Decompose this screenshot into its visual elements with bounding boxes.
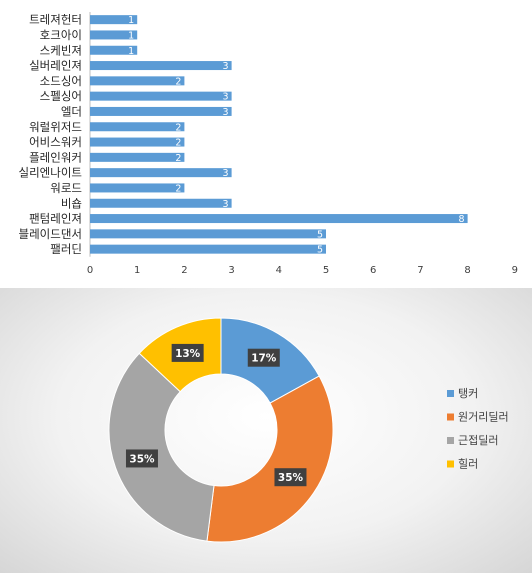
legend-swatch	[447, 437, 454, 444]
bar-value-label: 3	[223, 107, 229, 118]
legend-swatch	[447, 460, 454, 468]
bar	[90, 183, 185, 193]
x-tick-label: 1	[134, 265, 140, 276]
bar-value-label: 2	[175, 138, 181, 149]
slice-label-box	[171, 343, 204, 362]
legend-label: 근접딜러	[458, 434, 498, 447]
x-tick-label: 3	[228, 265, 234, 276]
category-label: 팰러딘	[50, 242, 82, 256]
bar-value-label: 8	[459, 214, 465, 225]
bar	[90, 61, 232, 71]
category-label: 워로드	[50, 181, 82, 195]
x-tick-label: 8	[464, 265, 470, 276]
slice-value-label: 35%	[129, 453, 155, 465]
bar-value-label: 2	[175, 76, 181, 87]
slice-label-box	[274, 468, 307, 487]
x-tick-label: 5	[323, 265, 329, 276]
bar	[90, 15, 138, 25]
bar	[90, 214, 468, 224]
bar-value-label: 5	[317, 229, 323, 240]
slice-value-label: 13%	[175, 348, 201, 360]
bar-value-label: 3	[223, 168, 229, 179]
bar	[90, 244, 326, 254]
bar-value-label: 2	[175, 122, 181, 133]
legend-swatch	[447, 390, 454, 397]
category-label: 비숍	[61, 196, 82, 210]
bar	[90, 30, 138, 40]
bar	[90, 91, 232, 101]
x-tick-label: 4	[276, 265, 282, 276]
bar-value-label: 1	[128, 46, 134, 57]
bar-value-label: 3	[223, 199, 229, 210]
category-label: 워럴위저드	[29, 120, 82, 134]
category-label: 스케빈져	[40, 43, 82, 57]
category-label: 플레인워커	[29, 150, 82, 164]
bar-chart-panel: 트레져헌터 1 호크아이 1 스케빈져 1 실버레인져 3 소드싱어 2 스펠싱어 3 엘더 3 워럴위저드…	[18, 12, 518, 276]
category-label: 팬텀레인져	[29, 212, 82, 226]
bar-value-label: 1	[128, 30, 134, 41]
x-tick-label: 6	[370, 265, 376, 276]
donut-slice	[206, 375, 334, 543]
category-label: 스펠싱어	[40, 89, 82, 103]
category-label: 엘더	[61, 104, 82, 118]
x-tick-label: 0	[87, 265, 93, 276]
category-label: 소드싱어	[40, 74, 82, 88]
slice-label-box	[125, 449, 158, 468]
category-label: 실버레인져	[29, 59, 82, 73]
bar	[90, 106, 232, 116]
legend-label: 힐러	[458, 458, 478, 471]
category-label: 트레져헌터	[29, 13, 82, 27]
legend-swatch	[447, 413, 454, 421]
bar	[90, 198, 232, 208]
category-label: 어비스워커	[29, 135, 82, 149]
bar-value-label: 3	[223, 92, 229, 103]
donut-slice	[108, 352, 215, 542]
bar	[90, 122, 185, 132]
slice-value-label: 35%	[278, 472, 304, 484]
bar-chart: 트레져헌터 1 호크아이 1 스케빈져 1 실버레인져 3 소드싱어 2 스펠싱어 3 엘더 3 워럴위저드…	[19, 12, 518, 276]
legend-label: 탱커	[458, 387, 478, 400]
category-label: 실리엔나이트	[19, 166, 82, 180]
bar-value-label: 1	[128, 15, 134, 26]
category-label: 호크아이	[40, 28, 82, 42]
bar	[90, 168, 232, 178]
bar-value-label: 2	[175, 153, 181, 164]
x-tick-label: 2	[181, 265, 187, 276]
bar-value-label: 2	[175, 183, 181, 194]
x-tick-label: 9	[512, 265, 518, 276]
slice-value-label: 17%	[251, 353, 277, 365]
bar	[90, 76, 185, 86]
x-tick-label: 7	[417, 265, 423, 276]
bar	[90, 45, 138, 55]
slice-label-box	[247, 348, 280, 367]
legend-label: 원거리딜러	[458, 411, 509, 424]
bar-value-label: 5	[317, 245, 323, 256]
bar-value-label: 3	[223, 61, 229, 72]
bar	[90, 152, 185, 162]
category-label: 블레이드댄서	[19, 227, 82, 241]
bar	[90, 137, 185, 147]
bar	[90, 229, 326, 239]
